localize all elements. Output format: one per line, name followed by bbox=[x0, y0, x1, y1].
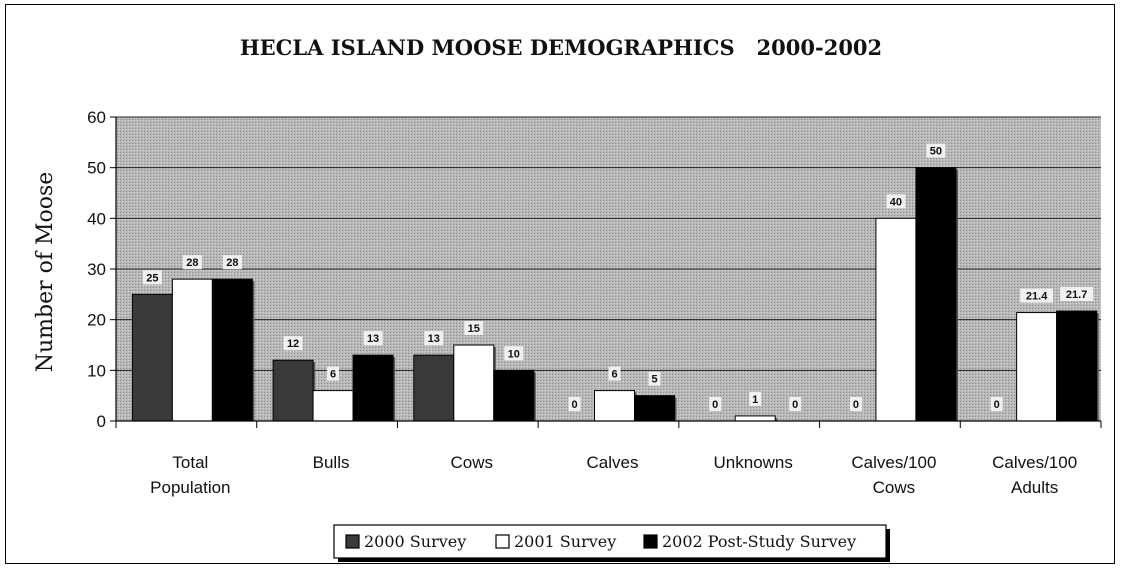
data-label-bg bbox=[504, 346, 524, 361]
bar-3-4 bbox=[634, 395, 675, 422]
data-label: 13 bbox=[367, 333, 379, 345]
bar-2-2 bbox=[312, 390, 354, 422]
data-label: 0 bbox=[712, 399, 718, 411]
bar-3-3 bbox=[493, 369, 535, 422]
data-label-bg bbox=[749, 391, 762, 406]
data-label: 21.7 bbox=[1066, 289, 1087, 301]
chart: HECLA ISLAND MOOSE DEMOGRAPHICS 2000-200… bbox=[33, 35, 1102, 562]
data-label-bg bbox=[709, 397, 722, 411]
x-tick-label: Unknowns bbox=[714, 453, 793, 472]
legend-swatch bbox=[643, 534, 658, 549]
data-label: 28 bbox=[226, 257, 238, 269]
data-label-bg bbox=[990, 397, 1003, 411]
bars bbox=[131, 167, 1099, 422]
legend-swatch bbox=[495, 534, 510, 549]
data-label: 0 bbox=[571, 399, 577, 411]
bar-3-1 bbox=[211, 278, 253, 422]
data-label-bg bbox=[424, 331, 444, 346]
data-label: 6 bbox=[611, 369, 617, 381]
legend-box bbox=[333, 524, 887, 559]
data-label: 10 bbox=[508, 348, 520, 360]
data-label-bg bbox=[363, 331, 383, 346]
x-tick-label: Calves/100 bbox=[851, 453, 936, 472]
data-label-bg bbox=[1020, 288, 1054, 303]
data-label-bg bbox=[648, 371, 661, 386]
x-tick-label: Calves bbox=[587, 453, 639, 472]
data-label: 15 bbox=[468, 323, 480, 335]
y-tick-label: 0 bbox=[97, 412, 106, 431]
data-label-bg bbox=[327, 366, 340, 381]
y-tick-label: 20 bbox=[87, 311, 106, 330]
data-label: 21.4 bbox=[1026, 291, 1048, 303]
chart-frame: HECLA ISLAND MOOSE DEMOGRAPHICS 2000-200… bbox=[5, 4, 1115, 564]
legend: 2000 Survey 2001 Survey 2002 Post-Study Su… bbox=[333, 524, 890, 562]
y-axis-label: Number of Moose bbox=[33, 172, 58, 373]
legend-entry: 2001 Survey bbox=[514, 532, 616, 551]
x-tick-label: Cows bbox=[451, 453, 494, 472]
y-tick-label: 10 bbox=[87, 361, 106, 380]
bar-1-1 bbox=[131, 293, 173, 422]
data-label: 13 bbox=[428, 333, 440, 345]
bar-2-3 bbox=[453, 344, 495, 422]
x-axis: Total Population Bulls Cows Calves Unknowns Ca… bbox=[115, 420, 1102, 497]
bar-3-2 bbox=[352, 354, 394, 422]
y-tick-label: 40 bbox=[87, 209, 106, 228]
legend-swatch bbox=[345, 534, 360, 549]
data-label: 0 bbox=[792, 399, 798, 411]
x-tick-label: Bulls bbox=[313, 453, 350, 472]
data-label-bg bbox=[926, 143, 946, 158]
chart-title: HECLA ISLAND MOOSE DEMOGRAPHICS 2000-200… bbox=[240, 35, 882, 60]
data-label-bg bbox=[568, 397, 581, 411]
data-label-bg bbox=[886, 194, 906, 209]
y-axis: 0 10 20 30 40 50 60 bbox=[87, 108, 117, 431]
data-label-bg bbox=[849, 397, 862, 411]
bar-1-3 bbox=[413, 354, 455, 422]
x-tick-label: Cows bbox=[873, 478, 916, 497]
data-label: 0 bbox=[994, 399, 1000, 411]
bar-3-7 bbox=[1056, 310, 1098, 422]
x-tick-label: Adults bbox=[1011, 478, 1058, 497]
bar-1-2 bbox=[272, 359, 314, 422]
data-label-bg bbox=[182, 255, 202, 270]
y-tick-label: 60 bbox=[87, 108, 106, 127]
data-label: 5 bbox=[651, 374, 657, 386]
data-label-bg bbox=[608, 366, 621, 381]
x-tick-label: Calves/100 bbox=[992, 453, 1077, 472]
data-label: 50 bbox=[930, 146, 942, 158]
data-label: 25 bbox=[146, 272, 158, 284]
data-label: 12 bbox=[287, 338, 299, 350]
data-label: 28 bbox=[186, 257, 198, 269]
bar-2-6 bbox=[875, 217, 917, 422]
y-tick-label: 50 bbox=[87, 159, 106, 178]
bar-2-7 bbox=[1016, 312, 1058, 422]
legend-entry: 2000 Survey bbox=[364, 532, 466, 551]
bar-2-5 bbox=[734, 415, 776, 422]
data-label-bg bbox=[222, 255, 242, 270]
data-label-bg bbox=[1060, 287, 1094, 302]
bar-3-6 bbox=[915, 167, 957, 422]
x-tick-label: Population bbox=[150, 478, 230, 497]
legend-entry: 2002 Post-Study Survey bbox=[662, 532, 856, 551]
data-label: 0 bbox=[853, 399, 859, 411]
data-label: 40 bbox=[890, 196, 902, 208]
data-label: 6 bbox=[330, 369, 336, 381]
data-label-bg bbox=[283, 336, 303, 351]
bar-2-4 bbox=[594, 390, 635, 422]
bar-2-1 bbox=[171, 278, 213, 422]
data-label: 1 bbox=[752, 394, 758, 406]
data-label-bg bbox=[142, 270, 162, 285]
data-label-bg bbox=[789, 397, 802, 411]
y-tick-label: 30 bbox=[87, 260, 106, 279]
data-label-bg bbox=[464, 321, 484, 335]
x-tick-label: Total bbox=[172, 453, 208, 472]
